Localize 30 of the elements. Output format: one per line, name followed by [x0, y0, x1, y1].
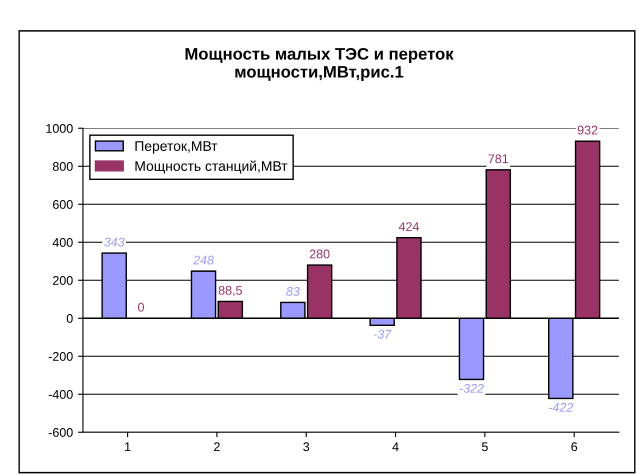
- y-tick-label: 200: [52, 276, 73, 285]
- y-tick-label: -400: [48, 390, 73, 399]
- data-label: 424: [398, 222, 420, 231]
- x-tick-label: 3: [303, 442, 310, 452]
- data-label: 0: [138, 302, 144, 312]
- x-tick-label: 1: [125, 442, 130, 452]
- data-label: -322: [460, 384, 484, 393]
- y-tick-label: 400: [52, 238, 73, 247]
- y-tick-label: -600: [48, 428, 73, 437]
- data-label: -422: [548, 402, 574, 412]
- x-tick-label: 2: [214, 442, 220, 452]
- data-label: 280: [310, 250, 330, 258]
- y-tick-label: 800: [52, 162, 73, 171]
- data-label: 83: [286, 286, 300, 296]
- y-tick-label: 0: [66, 314, 73, 323]
- x-tick-label: 6: [571, 442, 578, 452]
- data-label: -37: [374, 330, 392, 339]
- y-tick-label: -200: [48, 352, 73, 361]
- chart-title: Мощность малых ТЭС и переток мощности,МВт,рис.1: [186, 48, 454, 81]
- data-label: 88,5: [218, 286, 242, 296]
- data-label: 343: [104, 238, 125, 246]
- data-label: 248: [193, 256, 214, 264]
- y-tick-label: 1000: [46, 124, 73, 133]
- legend-label: Мощность станций,МВт: [135, 160, 288, 174]
- legend-label: Переток,МВт: [135, 141, 218, 154]
- data-label: 932: [578, 126, 598, 135]
- y-tick-label: 600: [53, 200, 73, 209]
- x-tick-label: 5: [482, 442, 488, 452]
- data-label: 781: [488, 154, 508, 164]
- x-tick-label: 4: [392, 442, 399, 452]
